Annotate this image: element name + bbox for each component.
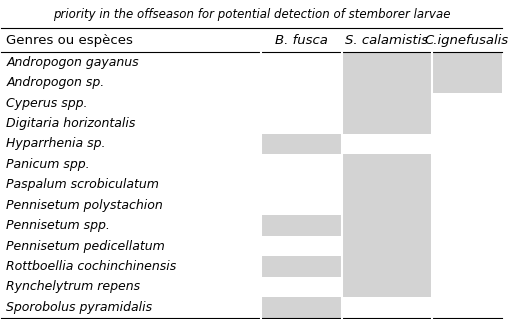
Bar <box>262 256 342 277</box>
Bar <box>342 52 432 72</box>
Text: priority in the offseason for potential detection of stemborer larvae: priority in the offseason for potential … <box>53 8 450 21</box>
Text: Andropogon gayanus: Andropogon gayanus <box>6 56 139 69</box>
Bar <box>432 72 501 93</box>
Bar <box>342 256 432 277</box>
Bar <box>342 195 432 215</box>
Bar <box>342 236 432 256</box>
Text: Panicum spp.: Panicum spp. <box>6 158 90 171</box>
Bar <box>342 154 432 174</box>
Bar <box>342 215 432 236</box>
Text: Paspalum scrobiculatum: Paspalum scrobiculatum <box>6 178 159 191</box>
Text: Pennisetum polystachion: Pennisetum polystachion <box>6 199 163 212</box>
Text: C.ignefusalis: C.ignefusalis <box>424 33 509 47</box>
Text: Pennisetum pedicellatum: Pennisetum pedicellatum <box>6 240 165 253</box>
Bar <box>342 174 432 195</box>
Text: Digitaria horizontalis: Digitaria horizontalis <box>6 117 136 130</box>
Bar <box>342 72 432 93</box>
Bar <box>262 215 342 236</box>
Bar <box>432 52 501 72</box>
Bar <box>342 93 432 113</box>
Bar <box>262 134 342 154</box>
Bar <box>262 297 342 318</box>
Text: Andropogon sp.: Andropogon sp. <box>6 76 104 89</box>
Bar <box>342 277 432 297</box>
Text: Pennisetum spp.: Pennisetum spp. <box>6 219 110 232</box>
Text: Genres ou espèces: Genres ou espèces <box>6 33 133 47</box>
Text: Cyperus spp.: Cyperus spp. <box>6 97 88 109</box>
Text: Sporobolus pyramidalis: Sporobolus pyramidalis <box>6 301 153 314</box>
Text: Rynchelytrum repens: Rynchelytrum repens <box>6 280 141 293</box>
Bar <box>342 113 432 134</box>
Text: B. fusca: B. fusca <box>275 33 328 47</box>
Text: S. calamistis: S. calamistis <box>345 33 428 47</box>
Text: Hyparrhenia sp.: Hyparrhenia sp. <box>6 137 106 151</box>
Text: Rottboellia cochinchinensis: Rottboellia cochinchinensis <box>6 260 177 273</box>
